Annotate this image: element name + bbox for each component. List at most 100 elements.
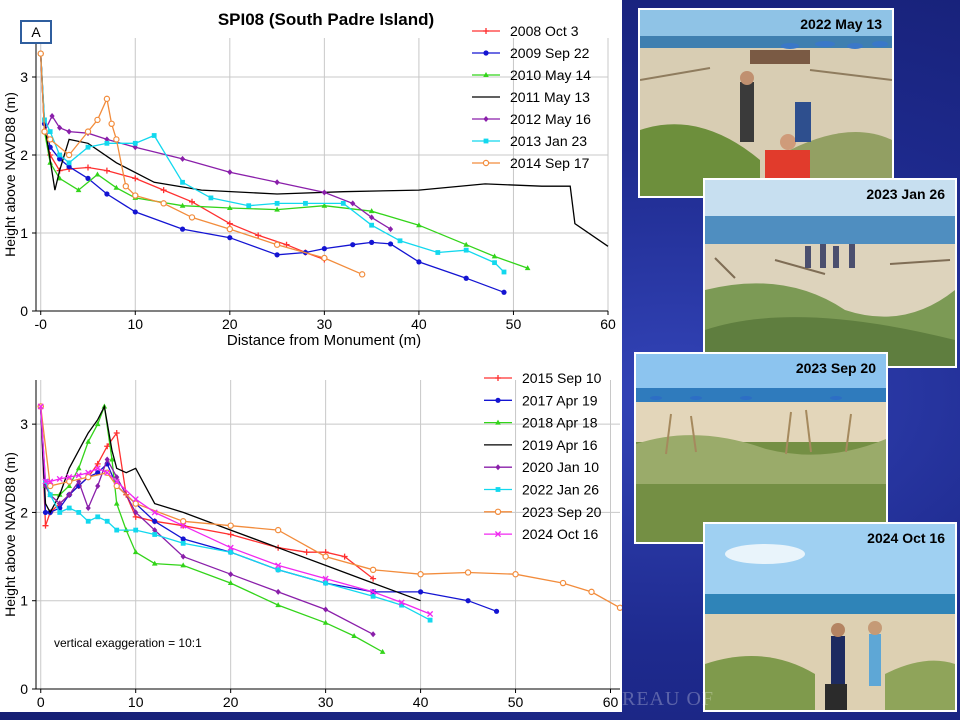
legend-marker [495,487,501,492]
photo-2022-may-13: 2022 May 13 [638,8,894,198]
legend-entry: 2020 Jan 10 [484,459,599,475]
data-point [94,460,101,467]
data-point [180,536,186,542]
legend-marker [494,508,502,515]
x-tick-label: 10 [128,694,144,710]
series-line [40,406,431,621]
data-point [321,189,327,196]
legend-marker [483,116,489,122]
legend-label: 2023 Sep 20 [522,504,602,520]
data-point [340,200,346,206]
legend-label: 2008 Oct 3 [510,23,579,39]
data-point [369,222,375,228]
data-point [113,184,120,190]
data-point [274,252,280,258]
legend-entry: 2008 Oct 3 [472,23,579,39]
data-point [512,571,519,578]
photo-2023-jan-26: 2023 Jan 26 [703,178,957,368]
series-2017-apr-19 [38,403,500,614]
data-point [114,527,120,533]
data-point [341,553,348,560]
legend-entry: 2017 Apr 19 [484,392,598,408]
data-point [85,438,92,444]
data-point [104,191,110,197]
data-point [84,128,92,135]
series-line [40,404,421,602]
data-point [66,478,73,485]
data-point [109,456,115,462]
legend-label: 2020 Jan 10 [522,459,599,475]
x-tick-label: 60 [600,316,616,332]
photo-date-label: 2023 Sep 20 [795,360,876,376]
data-point [358,271,366,278]
data-point [57,124,63,131]
data-point [151,133,157,138]
y-axis-label: Height above NAVD88 (m) [2,452,18,617]
series-2022-jan-26 [38,404,433,623]
data-point [57,152,63,158]
data-point [180,522,187,529]
data-point [66,164,72,170]
data-point [75,187,82,193]
data-point [132,209,138,215]
legend-entry: 2011 May 13 [472,89,590,105]
legend-label: 2022 Jan 26 [522,482,599,498]
data-point [85,469,92,476]
data-point [132,192,139,199]
data-point [255,232,262,239]
data-point [350,200,356,207]
data-point [274,206,280,212]
data-point [416,222,422,228]
data-point [246,203,252,209]
data-point [65,151,73,159]
data-point [369,566,377,574]
x-tick-label: 40 [413,694,429,710]
y-tick-label: 3 [20,416,28,432]
series-line [40,406,621,609]
y-tick-label: 1 [20,593,28,609]
data-point [94,171,101,177]
y-tick-label: 0 [20,303,28,319]
data-point [57,156,63,162]
data-point [47,478,54,485]
x-tick-label: 30 [318,694,334,710]
series-line [40,53,609,247]
legend-entry: 2024 Oct 16 [484,526,598,542]
data-point [303,200,308,206]
data-point [179,202,186,208]
legend-label: 2012 May 16 [510,111,591,127]
series-2013-jan-23 [38,51,507,275]
data-point [113,478,120,485]
data-point [104,518,110,524]
data-point [42,522,49,529]
x-tick-label: 20 [223,694,239,710]
data-point [208,195,214,201]
data-point [85,164,91,171]
legend-marker [483,138,489,144]
data-point [104,140,110,146]
data-point [132,549,139,555]
data-point [227,522,234,529]
data-point [465,598,471,604]
data-point [350,242,356,248]
data-point [399,602,404,608]
data-point [416,259,422,265]
legend-entry: 2009 Sep 22 [472,45,590,61]
data-point [188,214,196,221]
beach-survey-photo-icon [705,524,955,710]
data-point [227,580,234,586]
data-point [180,562,186,568]
legend-entry: 2015 Sep 10 [484,370,602,386]
data-point [132,496,139,503]
data-point [417,589,424,595]
data-point [273,241,281,248]
data-point [104,456,110,463]
data-point [66,482,73,488]
data-point [370,593,376,599]
data-point [180,540,186,546]
data-point [435,250,441,255]
legend-marker [483,28,489,34]
legend-label: 2019 Apr 16 [522,437,598,453]
series-line [40,53,505,273]
data-point [133,527,139,533]
